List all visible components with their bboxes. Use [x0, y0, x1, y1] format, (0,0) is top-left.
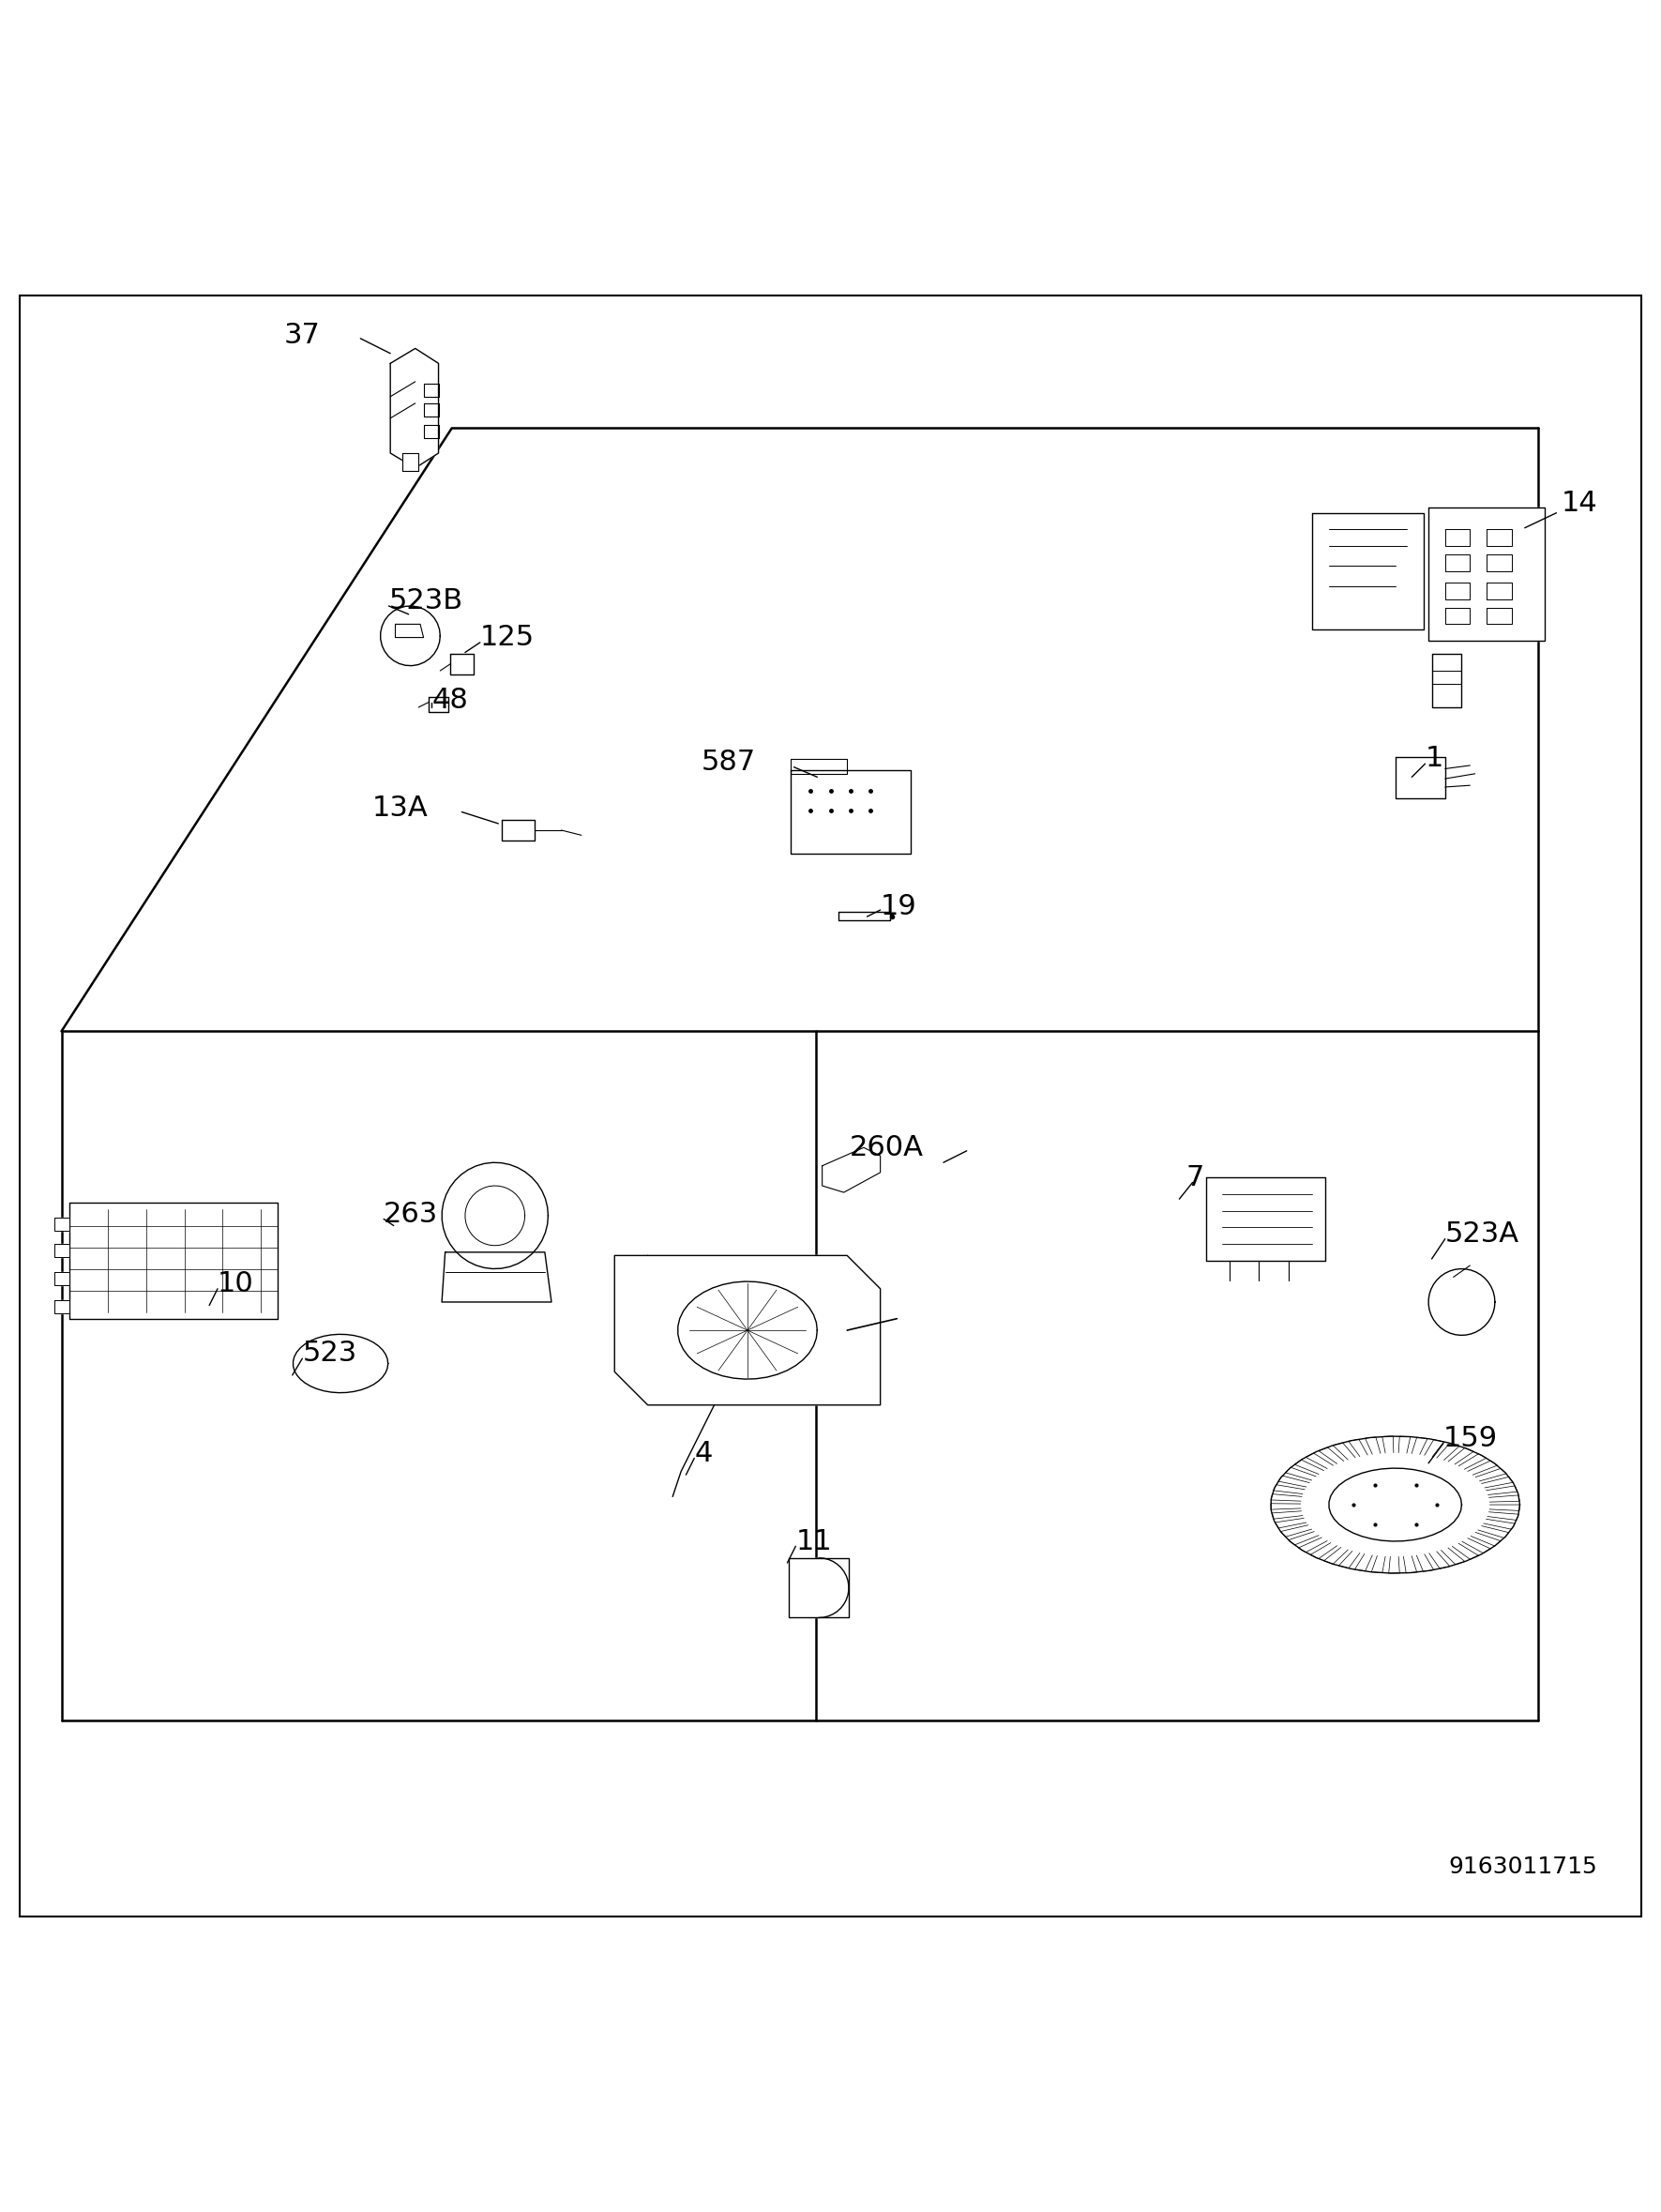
Polygon shape	[55, 1272, 70, 1285]
Polygon shape	[395, 624, 424, 637]
Text: 37: 37	[284, 321, 321, 349]
Polygon shape	[791, 759, 847, 774]
Polygon shape	[1432, 655, 1462, 708]
Polygon shape	[402, 453, 419, 471]
Text: 4: 4	[694, 1440, 713, 1467]
Text: 125: 125	[480, 624, 535, 650]
Polygon shape	[390, 349, 439, 469]
Polygon shape	[55, 1243, 70, 1256]
Text: 523A: 523A	[1445, 1221, 1520, 1248]
Polygon shape	[450, 655, 473, 675]
Text: 11: 11	[796, 1528, 832, 1555]
Polygon shape	[615, 1256, 880, 1405]
Polygon shape	[1395, 757, 1445, 799]
Polygon shape	[1428, 509, 1545, 641]
Text: 523: 523	[302, 1340, 357, 1367]
Polygon shape	[1329, 1469, 1462, 1542]
Polygon shape	[822, 1148, 880, 1192]
Text: 159: 159	[1443, 1425, 1498, 1451]
Polygon shape	[70, 1203, 277, 1318]
Text: 9163011715: 9163011715	[1448, 1856, 1598, 1878]
Polygon shape	[502, 821, 535, 841]
Polygon shape	[55, 1301, 70, 1314]
Polygon shape	[1206, 1177, 1325, 1261]
Text: 260A: 260A	[849, 1135, 924, 1161]
Polygon shape	[791, 770, 910, 854]
Text: 1: 1	[1425, 745, 1443, 772]
Text: 10: 10	[218, 1270, 254, 1298]
Polygon shape	[789, 1557, 849, 1617]
Polygon shape	[1312, 513, 1423, 628]
Text: 587: 587	[701, 748, 756, 776]
Text: 48: 48	[432, 688, 468, 714]
Text: 14: 14	[1561, 489, 1598, 518]
Polygon shape	[839, 911, 890, 920]
Text: 263: 263	[384, 1201, 439, 1228]
Polygon shape	[442, 1252, 551, 1303]
Text: 13A: 13A	[372, 794, 429, 823]
Text: 19: 19	[880, 894, 917, 920]
Text: 7: 7	[1186, 1164, 1204, 1190]
Polygon shape	[55, 1217, 70, 1230]
Polygon shape	[429, 697, 448, 712]
Text: 523B: 523B	[389, 588, 463, 615]
